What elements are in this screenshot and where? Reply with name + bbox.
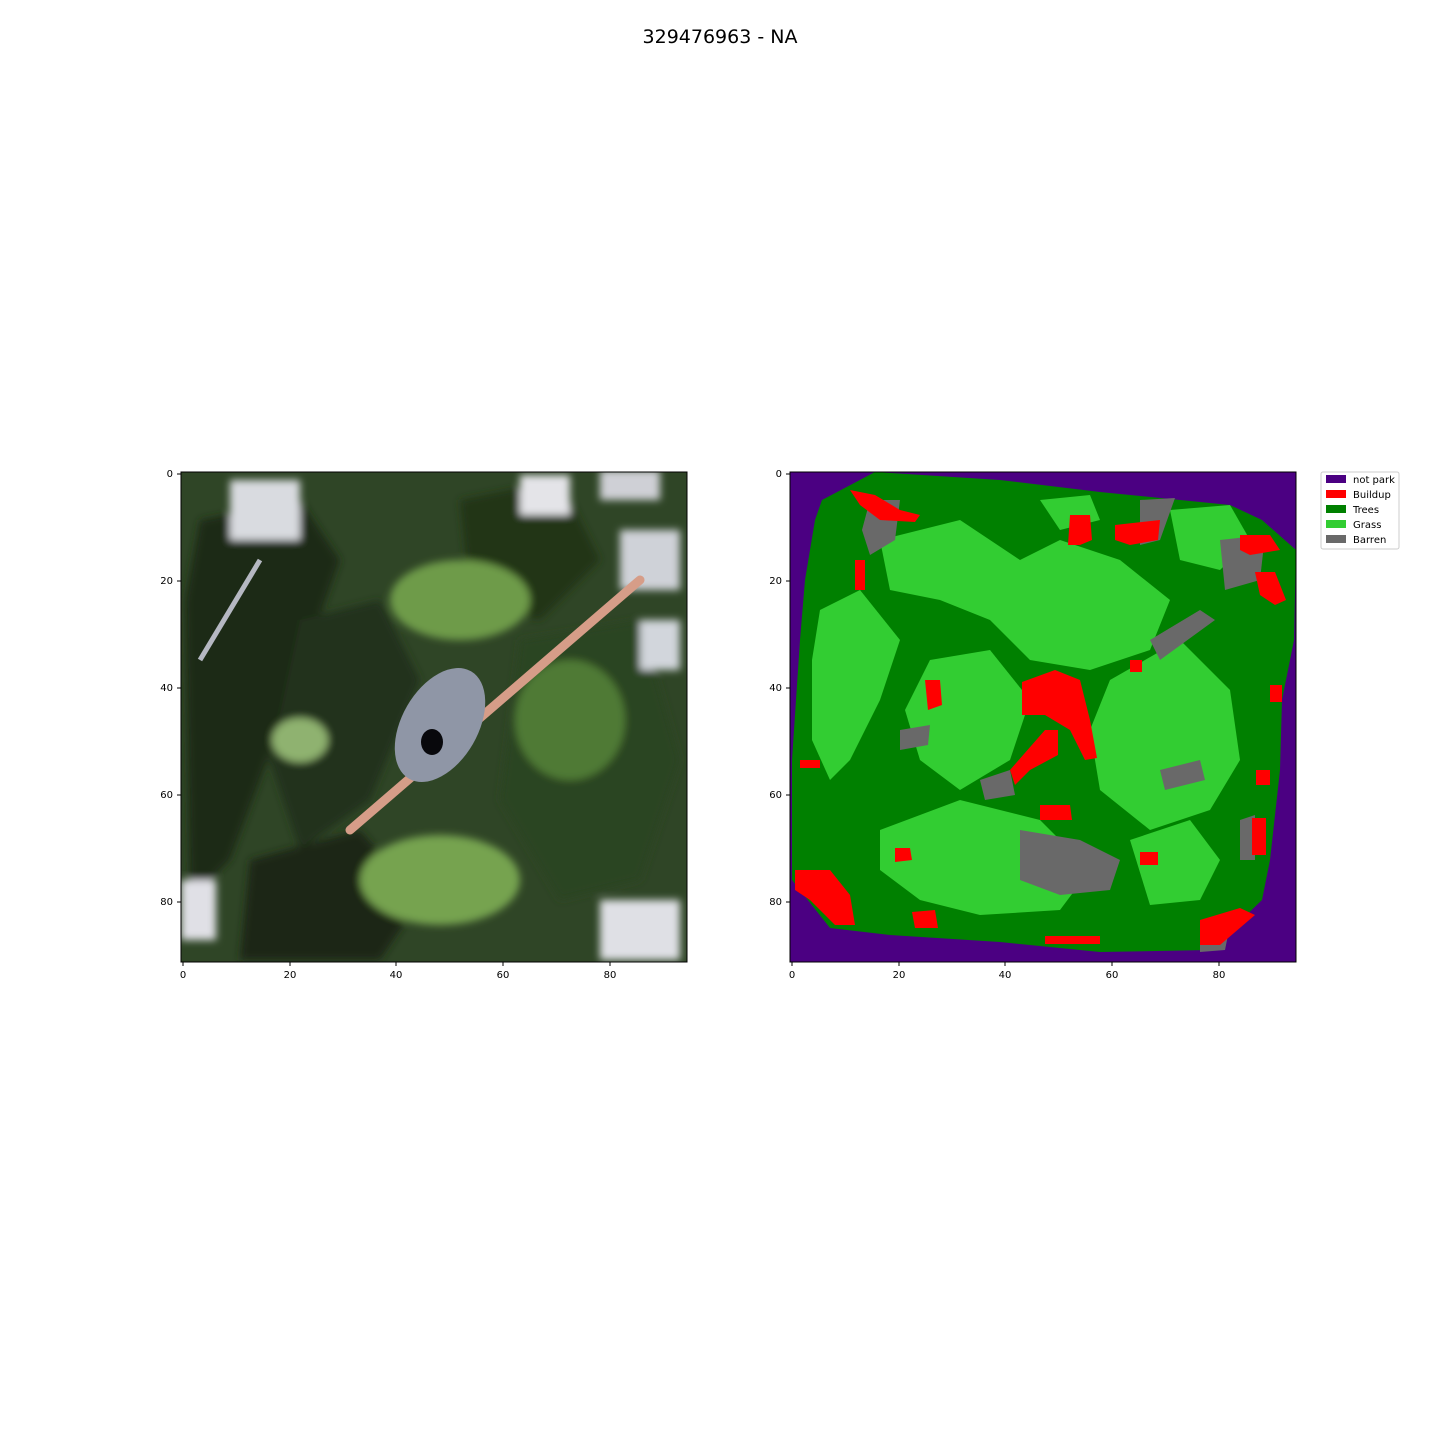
legend-swatch xyxy=(1326,520,1346,528)
satellite-x-ticks: 0 20 40 60 80 xyxy=(180,962,617,981)
legend-item: Buildup xyxy=(1326,490,1391,501)
landcover-x-ticks: 0 20 40 60 80 xyxy=(789,962,1226,981)
satellite-x-tick-label: 0 xyxy=(180,970,186,981)
legend-label: not park xyxy=(1353,475,1395,486)
satellite-x-tick-label: 40 xyxy=(390,970,403,981)
legend-swatch xyxy=(1326,490,1346,498)
landcover-x-tick-label: 0 xyxy=(789,970,795,981)
class-buildup xyxy=(795,490,1286,945)
legend-swatch xyxy=(1326,505,1346,513)
satellite-y-tick-label: 0 xyxy=(167,469,173,480)
satellite-x-tick-label: 80 xyxy=(604,970,617,981)
legend-label: Trees xyxy=(1352,505,1379,516)
satellite-y-tick-label: 80 xyxy=(160,897,173,908)
legend-swatch xyxy=(1326,535,1346,543)
legend-item: Grass xyxy=(1326,520,1381,531)
legend-item: Barren xyxy=(1326,535,1386,546)
landcover-y-tick-label: 0 xyxy=(776,469,782,480)
landcover-y-tick-label: 60 xyxy=(769,790,782,801)
satellite-image xyxy=(181,472,687,962)
landcover-x-tick-label: 60 xyxy=(1106,970,1119,981)
satellite-image-panel: 0 20 40 60 80 0 20 40 60 80 xyxy=(160,469,688,981)
landcover-y-ticks: 0 20 40 60 80 xyxy=(769,469,790,908)
satellite-x-tick-label: 20 xyxy=(284,970,297,981)
satellite-x-tick-label: 60 xyxy=(497,970,510,981)
landcover-x-tick-label: 20 xyxy=(893,970,906,981)
legend-item: not park xyxy=(1326,475,1395,486)
landcover-x-tick-label: 80 xyxy=(1213,970,1226,981)
legend-label: Grass xyxy=(1353,520,1381,531)
satellite-y-tick-label: 40 xyxy=(160,683,173,694)
landcover-axes-frame xyxy=(789,471,1297,963)
satellite-y-tick-label: 20 xyxy=(160,576,173,587)
legend-item: Trees xyxy=(1326,505,1379,516)
figure-title: 329476963 - NA xyxy=(642,26,798,48)
satellite-axes-frame xyxy=(180,471,688,963)
legend-swatch xyxy=(1326,475,1346,483)
landcover-map-panel: 0 20 40 60 80 0 20 40 60 80 xyxy=(769,469,1297,981)
legend: not park Buildup Trees Grass Barren xyxy=(1320,471,1400,550)
satellite-y-tick-label: 60 xyxy=(160,790,173,801)
legend-label: Barren xyxy=(1353,535,1386,546)
landcover-y-tick-label: 40 xyxy=(769,683,782,694)
satellite-y-ticks: 0 20 40 60 80 xyxy=(160,469,181,908)
legend-label: Buildup xyxy=(1353,490,1391,501)
landcover-map xyxy=(790,472,1296,962)
landcover-x-tick-label: 40 xyxy=(999,970,1012,981)
landcover-y-tick-label: 80 xyxy=(769,897,782,908)
landcover-y-tick-label: 20 xyxy=(769,576,782,587)
